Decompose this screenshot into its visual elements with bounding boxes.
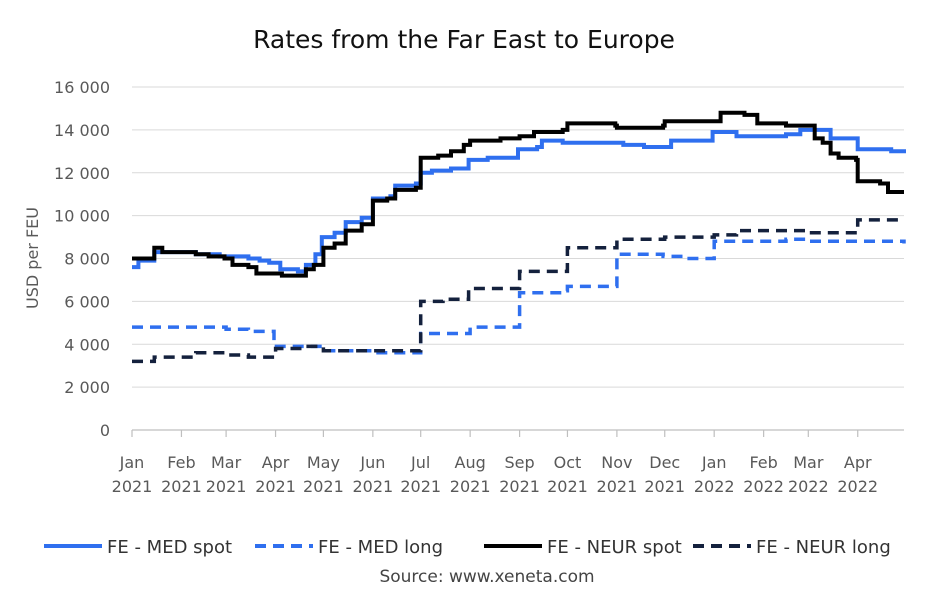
x-tick-month: Mar <box>793 453 824 472</box>
y-tick-label: 10 000 <box>54 207 110 226</box>
x-tick-month: Jul <box>410 453 430 472</box>
y-tick-label: 0 <box>100 421 110 440</box>
x-tick-month: Jan <box>701 453 727 472</box>
x-tick-year: 2022 <box>788 477 829 496</box>
y-axis-ticks: 0 2 000 4 000 6 000 8 000 10 000 12 000 14 000 1… <box>54 78 110 440</box>
y-tick-label: 6 000 <box>64 292 110 311</box>
legend-label: FE - MED long <box>318 537 443 558</box>
x-tick-year: 2021 <box>303 477 344 496</box>
x-tick-month: May <box>307 453 340 472</box>
series-line-fe-med-long <box>132 237 906 355</box>
x-tick-year: 2021 <box>255 477 296 496</box>
x-tick-year: 2021 <box>161 477 202 496</box>
source-note: Source: www.xeneta.com <box>379 567 594 587</box>
x-tick-month: Jun <box>359 453 385 472</box>
chart-title: Rates from the Far East to Europe <box>253 25 675 54</box>
x-tick-year: 2021 <box>112 477 153 496</box>
y-tick-label: 14 000 <box>54 121 110 140</box>
legend-label: FE - MED spot <box>107 537 232 558</box>
x-tick-year: 2022 <box>743 477 784 496</box>
x-axis-ticks: Jan 2021 Feb 2021 Mar 2021 Apr 2021 May 2021 Jun 20… <box>112 430 878 496</box>
y-tick-label: 2 000 <box>64 378 110 397</box>
x-tick-month: Aug <box>455 453 486 472</box>
x-tick-month: Mar <box>211 453 242 472</box>
x-tick-month: Feb <box>167 453 195 472</box>
x-tick-year: 2021 <box>450 477 491 496</box>
x-tick-year: 2021 <box>644 477 685 496</box>
x-tick-month: Oct <box>554 453 582 472</box>
x-tick-year: 2021 <box>206 477 247 496</box>
x-tick-month: Apr <box>844 453 872 472</box>
y-tick-label: 8 000 <box>64 250 110 269</box>
x-tick-year: 2021 <box>352 477 393 496</box>
legend-label: FE - NEUR spot <box>547 537 682 558</box>
x-tick-month: Apr <box>262 453 290 472</box>
legend-label: FE - NEUR long <box>756 537 891 558</box>
x-tick-year: 2022 <box>837 477 878 496</box>
series-lines <box>132 110 906 364</box>
y-tick-label: 16 000 <box>54 78 110 97</box>
x-tick-year: 2021 <box>400 477 441 496</box>
series-line-fe-med-spot <box>132 127 906 274</box>
series-line-fe-neur-spot <box>132 110 904 278</box>
x-tick-year: 2021 <box>597 477 638 496</box>
y-tick-label: 12 000 <box>54 164 110 183</box>
y-axis-label: USD per FEU <box>23 207 42 309</box>
y-tick-label: 4 000 <box>64 335 110 354</box>
x-tick-year: 2021 <box>499 477 540 496</box>
x-tick-year: 2021 <box>547 477 588 496</box>
x-tick-month: Nov <box>601 453 632 472</box>
x-tick-month: Feb <box>749 453 777 472</box>
x-tick-month: Jan <box>119 453 145 472</box>
series-line-fe-neur-long <box>132 218 904 364</box>
x-tick-month: Dec <box>649 453 680 472</box>
legend: FE - MED spot FE - MED long FE - NEUR spot… <box>44 537 891 558</box>
x-tick-year: 2022 <box>694 477 735 496</box>
x-tick-month: Sep <box>505 453 535 472</box>
